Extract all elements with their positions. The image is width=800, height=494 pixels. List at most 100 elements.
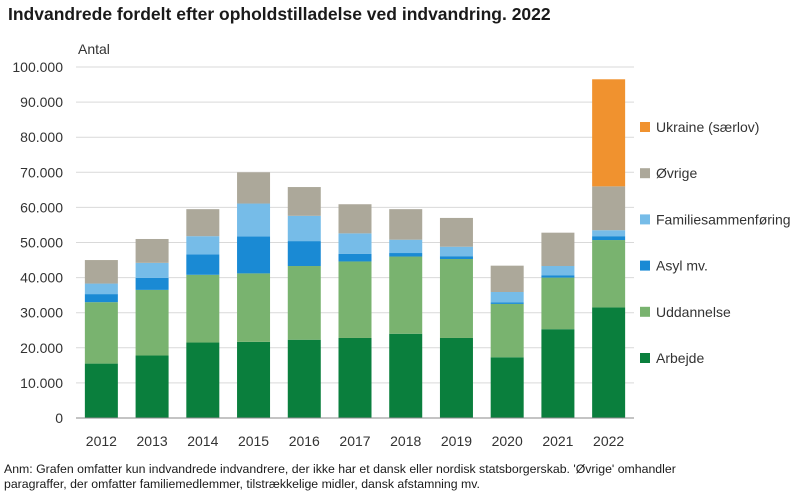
legend-label: Uddannelse	[656, 304, 731, 320]
legend-swatch	[640, 214, 650, 225]
y-tick-label: 50.000	[20, 235, 63, 251]
footnote-line-2: paragraffer, der omfatter familiemedlemm…	[4, 477, 480, 491]
bar-segment	[490, 303, 524, 358]
bar-segment	[592, 240, 626, 308]
y-tick-label: 60.000	[20, 199, 63, 215]
bar-segment	[541, 232, 575, 267]
bar-segment	[84, 302, 118, 364]
x-tick-label: 2012	[86, 433, 117, 449]
legend-label: Asyl mv.	[656, 258, 708, 274]
y-tick-labels: 0 10.000 20.000 30.000 40.000 50.000 60.000 70.…	[12, 59, 63, 426]
bar-segment	[84, 260, 118, 284]
x-tick-label: 2020	[492, 433, 523, 449]
legend-swatch	[640, 122, 650, 132]
bar-segment	[592, 236, 626, 241]
bar-segment	[592, 79, 626, 187]
bar-segment	[541, 275, 575, 278]
bar-segment	[186, 254, 220, 275]
bar-segment	[389, 256, 423, 334]
chart-title: Indvandrede fordelt efter opholdstillade…	[8, 4, 551, 24]
legend-label: Ukraine (særlov)	[656, 119, 759, 135]
bar-segment	[237, 236, 271, 274]
bar-segment	[287, 266, 321, 340]
bar-segment	[541, 266, 575, 276]
bar-segment	[439, 246, 473, 257]
x-tick-label: 2022	[593, 433, 624, 449]
legend-swatch	[640, 353, 650, 363]
bar-segment	[186, 274, 220, 343]
stacked-bar-chart: 0 10.000 20.000 30.000 40.000 50.000 60.000 70.…	[12, 41, 791, 449]
bar-segment	[389, 239, 423, 254]
bar-segment	[338, 233, 372, 254]
x-tick-label: 2018	[390, 433, 421, 449]
bar-segment	[237, 172, 271, 204]
bar-segment	[490, 265, 524, 292]
bar-segment	[186, 209, 220, 237]
y-tick-label: 70.000	[20, 164, 63, 180]
bar-segment	[490, 302, 524, 304]
legend-label: Familiesammenføring	[656, 211, 791, 227]
bar-segment	[389, 209, 423, 240]
x-tick-label: 2021	[542, 433, 573, 449]
bar-segment	[439, 217, 473, 247]
y-tick-label: 100.000	[12, 59, 63, 75]
bar-segment	[135, 277, 169, 290]
legend: Ukraine (særlov) Øvrige Familiesammenførin…	[640, 119, 791, 366]
bar-segment	[592, 230, 626, 237]
bar-segment	[541, 329, 575, 418]
y-tick-label: 0	[55, 410, 63, 426]
bar-segment	[237, 341, 271, 418]
bars	[84, 79, 626, 418]
bar-segment	[135, 238, 169, 263]
bar-segment	[237, 273, 271, 342]
bar-segment	[439, 337, 473, 418]
bar-segment	[287, 339, 321, 418]
bar-segment	[439, 258, 473, 338]
bar-segment	[338, 337, 372, 418]
y-axis-label: Antal	[78, 41, 110, 57]
x-tick-labels: 2012 2013 2014 2015 2016 2017 2018 2019 2020 2021…	[86, 433, 625, 449]
legend-swatch	[640, 260, 650, 271]
bar-segment	[439, 256, 473, 259]
footnote: Anm: Grafen omfatter kun indvandrede ind…	[4, 462, 796, 492]
bar-segment	[84, 363, 118, 418]
bar-segment	[237, 203, 271, 237]
legend-swatch	[640, 306, 650, 317]
bar-segment	[389, 253, 423, 257]
bar-segment	[135, 355, 169, 418]
bar-segment	[338, 261, 372, 338]
bar-segment	[84, 283, 118, 295]
x-tick-label: 2019	[441, 433, 472, 449]
bar-segment	[389, 333, 423, 418]
x-tick-label: 2015	[238, 433, 269, 449]
bar-segment	[287, 241, 321, 267]
x-tick-label: 2013	[137, 433, 168, 449]
y-tick-label: 30.000	[20, 305, 63, 321]
bar-segment	[490, 291, 524, 303]
x-tick-label: 2014	[187, 433, 218, 449]
bar-segment	[490, 357, 524, 418]
bar-segment	[135, 289, 169, 356]
y-tick-label: 40.000	[20, 270, 63, 286]
bar-segment	[186, 236, 220, 255]
y-tick-label: 90.000	[20, 94, 63, 110]
y-tick-label: 10.000	[20, 375, 63, 391]
bar-segment	[135, 262, 169, 278]
x-tick-label: 2017	[339, 433, 370, 449]
y-tick-label: 80.000	[20, 129, 63, 145]
bar-segment	[84, 294, 118, 303]
bar-segment	[287, 215, 321, 242]
bar-segment	[338, 253, 372, 262]
legend-label: Arbejde	[656, 350, 704, 366]
bar-segment	[592, 186, 626, 231]
y-tick-label: 20.000	[20, 340, 63, 356]
legend-swatch	[640, 168, 650, 179]
legend-label: Øvrige	[656, 165, 697, 181]
bar-segment	[592, 307, 626, 418]
bar-segment	[338, 204, 372, 234]
bar-segment	[186, 342, 220, 418]
x-tick-label: 2016	[289, 433, 320, 449]
bar-segment	[541, 277, 575, 330]
bar-segment	[287, 187, 321, 216]
footnote-line-1: Anm: Grafen omfatter kun indvandrede ind…	[4, 462, 676, 476]
